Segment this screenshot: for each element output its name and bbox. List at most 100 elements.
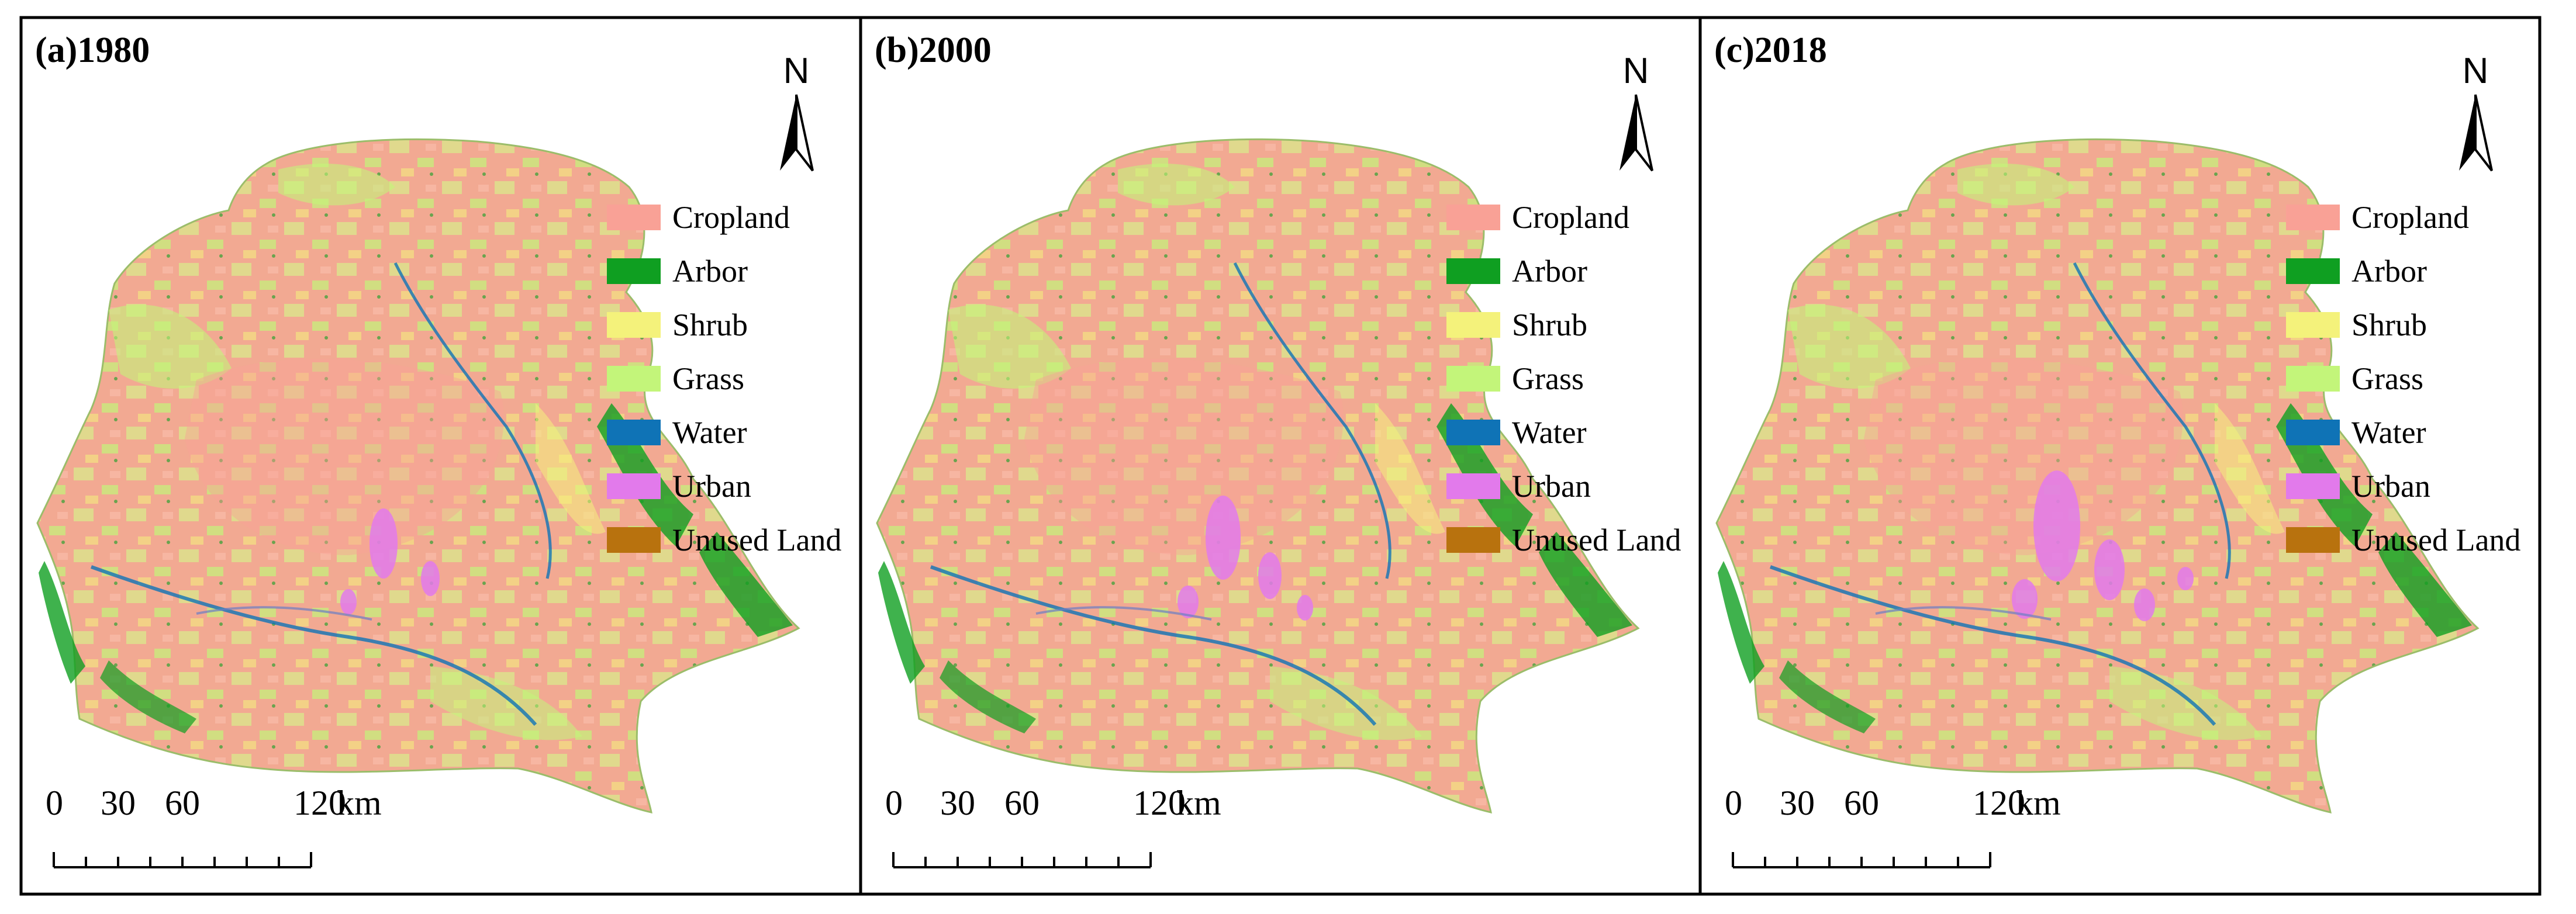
legend-label: Grass [672,361,744,396]
scale-tick-label: 60 [165,784,200,822]
legend-label: Shrub [1512,307,1587,342]
scale-tick-label: 30 [1780,784,1815,822]
arbor-patch [878,561,925,684]
legend: Cropland Arbor Shrub Grass Water Urban Unused … [607,200,841,558]
legend-swatch-water [1446,420,1500,445]
scale-tick-label: 30 [940,784,975,822]
arbor-patch [699,532,793,637]
land-use-map [1715,138,2480,813]
legend-swatch-cropland [607,205,661,230]
legend-swatch-cropland [1446,205,1500,230]
north-arrow-right [1635,94,1653,172]
river [1769,565,2216,726]
scale-tick-label: 120 [1133,784,1186,822]
scale-tick-label: 30 [101,784,136,822]
grass-zone [2109,666,2261,740]
urban-patch [421,561,440,596]
grass-zone [430,666,582,740]
shrub-zone [2215,403,2285,534]
cropland-core [1864,358,2183,555]
legend-swatch-water [2286,420,2340,445]
north-label: N [2463,51,2489,91]
north-label: N [1623,51,1649,91]
legend: Cropland Arbor Shrub Grass Water Urban Unused … [2286,200,2520,558]
scale-unit: km [1176,784,1221,822]
legend-label: Urban [1512,469,1591,504]
urban-patch [2033,470,2080,581]
map-panel-1980: (a)1980 N Cropland Arbor Shrub Grass Water Urba… [19,16,862,896]
arbor-patch [39,561,85,684]
river [930,565,1377,726]
legend-label: Cropland [1512,200,1629,235]
scale-tick-label: 0 [46,784,63,822]
urban-patch [2177,567,2194,590]
legend-label: Water [2351,415,2426,450]
cropland-core [1024,358,1344,555]
arbor-patch [1779,660,1876,733]
scale-tick-label: 120 [293,784,346,822]
legend-label: Shrub [672,307,748,342]
north-label: N [783,51,810,91]
north-arrow-icon: N [2459,51,2493,172]
urban-patch [1297,595,1313,621]
legend-swatch-grass [1446,366,1500,392]
river [1875,606,2052,621]
river [2073,262,2231,579]
legend-swatch-shrub [607,312,661,338]
north-arrow-icon: N [1620,51,1653,172]
legend-label: Arbor [672,254,748,289]
legend-swatch-grass [2286,366,2340,392]
shrub-zone [536,403,606,534]
legend-label: Arbor [1512,254,1587,289]
legend-swatch-unused-land [607,527,661,553]
legend-swatch-urban [607,473,661,499]
grass-zone [1957,164,2074,206]
map-panel-2018: (c)2018 N Cropland Arbor Shrub Grass Water Urba… [1698,16,2542,896]
legend-label: Shrub [2351,307,2427,342]
legend-label: Grass [1512,361,1584,396]
legend-label: Urban [672,469,751,504]
grass-zone [1118,164,1235,206]
urban-patch [1177,586,1199,618]
legend: Cropland Arbor Shrub Grass Water Urban Unused … [1446,200,1681,558]
cropland-core [185,358,504,555]
north-arrow-icon: N [780,51,814,172]
land-use-map [36,138,800,813]
legend-label: Cropland [672,200,790,235]
river [196,606,372,621]
legend-label: Arbor [2351,254,2427,289]
legend-label: Unused Land [672,522,841,558]
arbor-patch [1539,532,1632,637]
legend-swatch-cropland [2286,205,2340,230]
urban-patch [340,589,357,615]
land-use-map [876,138,1640,813]
legend-swatch-urban [1446,473,1500,499]
legend-label: Water [672,415,747,450]
north-arrow-right [2474,94,2493,172]
panel-title: (c)2018 [1714,30,1827,70]
study-area-shape [36,138,800,813]
scale-unit: km [2016,784,2061,822]
legend-swatch-arbor [607,258,661,284]
legend-swatch-unused-land [1446,527,1500,553]
legend-swatch-shrub [2286,312,2340,338]
legend-label: Unused Land [2351,522,2520,558]
shrub-zone [1375,403,1445,534]
legend-swatch-water [607,420,661,445]
scale-tick-label: 0 [885,784,903,822]
legend-label: Urban [2351,469,2430,504]
legend-label: Water [1512,415,1587,450]
urban-patch [2134,588,2155,621]
arbor-patch [2378,532,2472,637]
map-panel-2000: (b)2000 N Cropland Arbor Shrub Grass Water Urba… [859,16,1702,896]
legend-label: Grass [2351,361,2423,396]
legend-label: Cropland [2351,200,2469,235]
study-area-shape [876,138,1640,813]
north-arrow-left [780,95,796,171]
river [393,262,552,579]
scale-tick-label: 60 [1004,784,1040,822]
